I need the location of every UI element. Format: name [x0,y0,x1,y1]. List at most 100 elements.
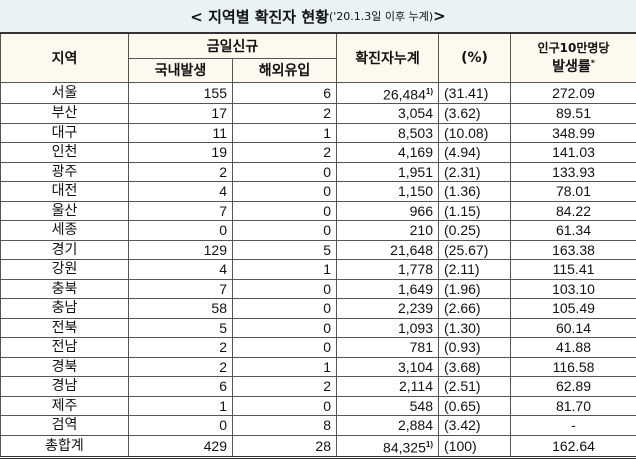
region-cell: 서울 [1,82,129,104]
region-cell: 제주 [1,396,129,416]
pct-cell: (100) [439,435,511,458]
cumulative-cell-text: 2,884 [398,417,433,433]
region-cell-text: 대구 [52,125,78,141]
pct-cell: (4.94) [439,143,511,163]
cumulative-cell: 1,093 [337,318,439,338]
rate-cell: 115.41 [511,260,636,280]
overseas-cell-text: 0 [323,320,331,336]
pct-cell-text: (0.93) [444,339,481,355]
domestic-cell: 0 [129,416,233,436]
domestic-cell: 4 [129,260,233,280]
region-cell: 부산 [1,104,129,124]
rate-cell: 84.22 [511,201,636,221]
overseas-cell: 28 [233,435,337,458]
region-cell-text: 충남 [52,300,78,316]
pct-cell: (0.93) [439,338,511,358]
region-cell-text: 부산 [52,105,78,121]
rate-cell: 103.10 [511,279,636,299]
pct-cell-text: (3.42) [444,417,481,433]
cumulative-cell: 2,114 [337,377,439,397]
pct-cell: (1.36) [439,182,511,202]
pct-cell-text: (3.62) [444,105,481,121]
region-cell-text: 전북 [52,320,78,336]
rate-cell: 62.89 [511,377,636,397]
domestic-cell-text: 155 [204,85,227,101]
rate-cell: 348.99 [511,123,636,143]
cumulative-cell: 1,150 [337,182,439,202]
rate-cell-text: 162.64 [552,438,595,454]
pct-cell: (1.96) [439,279,511,299]
pct-cell-text: (0.65) [444,398,481,414]
cumulative-cell-text: 3,054 [398,105,433,121]
overseas-cell: 1 [233,123,337,143]
cumulative-cell: 1,951 [337,162,439,182]
title-end: > [433,7,446,25]
pct-cell-text: (3.68) [444,359,481,375]
domestic-cell: 2 [129,357,233,377]
overseas-cell-text: 0 [323,398,331,414]
rate-cell-text: 115.41 [553,261,595,277]
cumulative-cell: 3,054 [337,104,439,124]
overseas-cell: 2 [233,143,337,163]
title-subtitle: ('20.1.3일 이후 누계) [329,8,433,24]
overseas-cell: 0 [233,221,337,241]
rate-cell-text: 78.01 [556,183,591,199]
domestic-cell: 19 [129,143,233,163]
header-new: 금일신규 [129,33,337,58]
domestic-cell: 7 [129,201,233,221]
domestic-cell-text: 58 [211,300,227,316]
region-cell-text: 총합계 [45,438,84,454]
rate-cell: - [511,416,636,436]
domestic-cell: 429 [129,435,233,458]
overseas-cell-text: 0 [323,222,331,238]
domestic-cell-text: 7 [219,203,227,219]
region-cell: 대전 [1,182,129,202]
domestic-cell: 6 [129,377,233,397]
pct-cell-text: (31.41) [444,85,488,101]
region-cell-text: 광주 [52,164,78,180]
rate-cell-text: 89.51 [556,105,591,121]
rate-cell: 78.01 [511,182,636,202]
region-cell: 경남 [1,377,129,397]
cumulative-cell: 210 [337,221,439,241]
overseas-cell-text: 6 [323,85,331,101]
pct-cell-text: (1.96) [444,281,481,297]
overseas-cell-text: 0 [323,300,331,316]
overseas-cell: 0 [233,338,337,358]
overseas-cell: 2 [233,104,337,124]
cumulative-cell: 2,884 [337,416,439,436]
domestic-cell-text: 2 [219,164,227,180]
rate-cell-text: 84.22 [556,203,591,219]
header-rate-bottom: 발생률 [552,59,591,75]
domestic-cell-text: 0 [219,222,227,238]
overseas-cell-text: 0 [323,183,331,199]
domestic-cell-text: 6 [219,378,227,394]
cumulative-cell-text: 4,169 [398,144,433,160]
header-overseas: 해외유입 [233,58,337,82]
region-cell: 검역 [1,416,129,436]
pct-cell: (2.51) [439,377,511,397]
table-title: < 지역별 확진자 현황('20.1.3일 이후 누계) > [0,0,636,32]
region-cell: 광주 [1,162,129,182]
rate-cell-text: 116.58 [553,359,595,375]
region-cell-text: 서울 [52,85,78,101]
header-rate-mark: * [591,59,595,68]
cumulative-cell-text: 1,951 [398,164,433,180]
title-main: < 지역별 확진자 현황 [190,6,329,27]
region-cell-text: 전남 [52,339,78,355]
rate-cell-text: 141.03 [552,144,595,160]
overseas-cell-text: 2 [323,378,331,394]
pct-cell: (3.42) [439,416,511,436]
pct-cell-text: (1.36) [444,183,481,199]
cumulative-cell-text: 21,648 [390,242,433,258]
overseas-cell-text: 0 [323,203,331,219]
